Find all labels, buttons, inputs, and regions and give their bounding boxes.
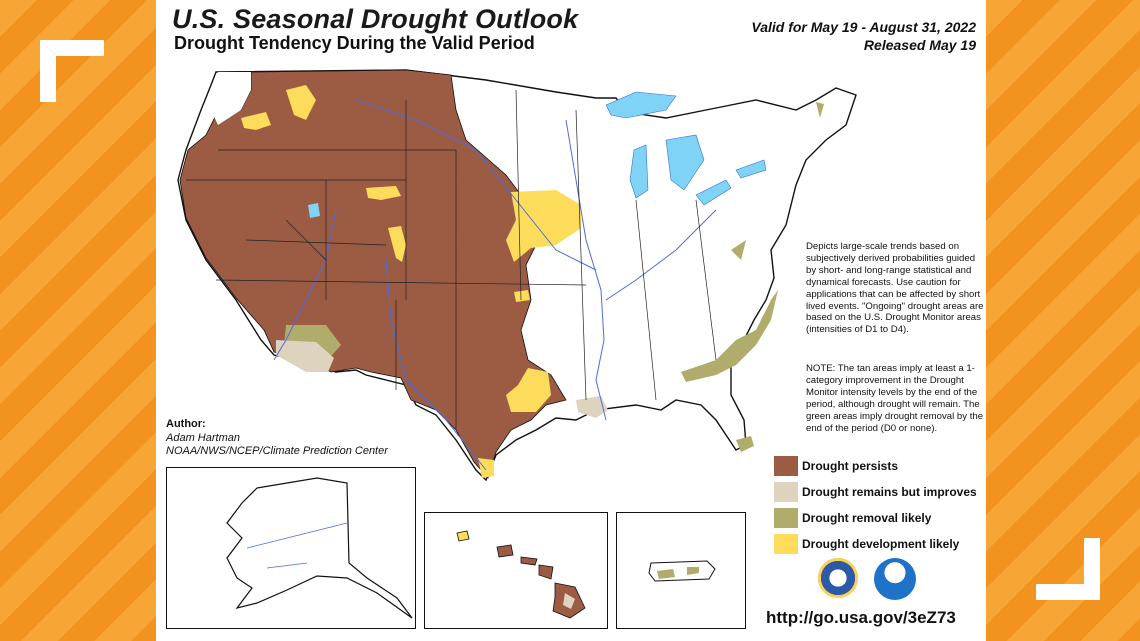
legend-label: Drought remains but improves [802,485,977,499]
development-colorado [388,226,406,262]
state-boundaries [186,89,717,430]
alaska-inset [166,467,416,629]
legend-item-removal: Drought removal likely [774,508,994,530]
lake-superior [605,91,677,119]
legend-swatch-development [774,534,798,554]
colorado-river [273,209,337,361]
legend-label: Drought development likely [802,537,960,551]
top-left-bracket [40,40,104,56]
valid-dates: Valid for May 19 - August 31, 2022 [751,19,976,35]
conus-map [177,69,857,482]
rio-grande [385,259,487,471]
right-stripe-background [986,0,1140,641]
northwest-gap [211,72,251,125]
island-molokai [520,556,538,566]
hawaii-map [456,530,586,619]
commerce-seal-icon [818,558,858,598]
island-maui [538,564,554,580]
lake-erie [695,179,732,206]
lake-michigan [629,144,649,199]
left-stripe-background [0,0,156,641]
outlook-map-panel: U.S. Seasonal Drought Outlook Drought Te… [156,0,986,641]
development-texas-east [506,368,551,412]
author-org: NOAA/NWS/NCEP/Climate Prediction Center [166,445,388,457]
release-date: Released May 19 [863,37,976,53]
valid-period: Valid for May 19 - August 31, 2022 Relea… [751,18,976,54]
hawaii-inset [424,512,608,629]
development-idaho [241,112,271,130]
lake-huron [665,134,705,191]
alaska-outline [226,477,413,619]
development-kansas [514,290,530,302]
alaska-rivers [246,522,348,569]
development-montana [286,85,316,120]
removal-maine [816,102,824,118]
removal-virginia [731,240,746,260]
outlook-url[interactable]: http://go.usa.gov/3eZ73 [766,608,956,627]
bottom-right-bracket-vertical [1084,538,1100,600]
alaska-map [226,477,413,619]
map-title: U.S. Seasonal Drought Outlook [172,4,579,34]
author-label: Author: [166,418,206,430]
improves-arizona [276,340,334,372]
development-iowa [506,190,581,262]
puerto-rico-removal-east [687,567,699,575]
removal-florida [736,436,754,452]
author-name: Adam Hartman [166,431,240,444]
legend-label: Drought removal likely [802,511,932,525]
legend-swatch-improves [774,482,798,502]
outlook-description: Depicts large-scale trends based on subj… [806,241,984,336]
improves-louisiana [576,396,608,418]
mississippi-river [565,119,607,421]
legend-swatch-persists [774,456,798,476]
puerto-rico-inset [616,512,746,629]
legend-item-development: Drought development likely [774,534,994,556]
great-salt-lake [308,203,320,218]
development-texas-south [478,458,494,478]
development-wyoming [366,186,401,200]
noaa-logo-icon [874,558,916,600]
legend-item-improves: Drought remains but improves [774,482,994,504]
top-left-bracket-vertical [40,40,56,102]
outlook-note: NOTE: The tan areas imply at least a 1-c… [806,363,984,434]
island-kauai [456,530,470,542]
removal-carolinas [681,290,778,382]
island-hawaii-improves [563,593,575,609]
puerto-rico-map [648,560,716,582]
lake-ontario [735,159,767,179]
ohio-river [605,209,717,301]
island-oahu [496,544,514,558]
map-subtitle: Drought Tendency During the Valid Period [174,33,535,53]
legend-label: Drought persists [802,459,899,473]
puerto-rico-removal [657,569,675,579]
legend-item-persists: Drought persists [774,456,994,478]
author-block: Author: Adam Hartman NOAA/NWS/NCEP/Clima… [166,418,388,459]
legend-swatch-removal [774,508,798,528]
